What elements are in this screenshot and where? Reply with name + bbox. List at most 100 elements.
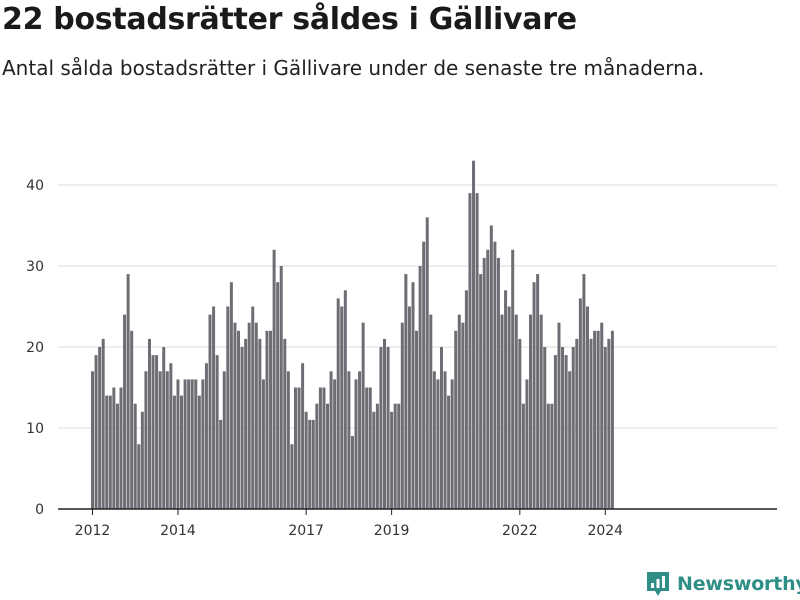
bar [354, 379, 358, 509]
bar [518, 338, 522, 509]
bar [258, 338, 262, 509]
bar [489, 225, 493, 509]
bar [407, 306, 411, 509]
bar [358, 371, 362, 509]
bar [237, 330, 241, 509]
bar [600, 322, 604, 509]
bar [585, 306, 589, 509]
bar [169, 363, 173, 509]
bar [529, 314, 533, 509]
x-tick-label: 2012 [75, 523, 111, 539]
bar [472, 160, 476, 509]
bar [98, 347, 102, 509]
bar [140, 411, 144, 509]
bar [383, 338, 387, 509]
bar [247, 322, 251, 509]
bar [94, 355, 98, 509]
bar [411, 282, 415, 509]
bar [244, 338, 248, 509]
bar [553, 355, 557, 509]
bar [507, 306, 511, 509]
bar [162, 347, 166, 509]
bar [301, 363, 305, 509]
bar [165, 371, 169, 509]
bar [290, 444, 294, 509]
bar [386, 347, 390, 509]
bar [415, 330, 419, 509]
bar [190, 379, 194, 509]
bar [158, 371, 162, 509]
bar [251, 306, 255, 509]
bar [393, 403, 397, 509]
bar [443, 371, 447, 509]
bar [212, 306, 216, 509]
bar [464, 290, 468, 509]
bar [318, 387, 322, 509]
bar [390, 411, 394, 509]
bar [603, 347, 607, 509]
bar [240, 347, 244, 509]
bars [91, 160, 614, 510]
bar [582, 274, 586, 509]
bar [493, 241, 497, 509]
x-tick-label: 2017 [288, 523, 324, 539]
last-value-label: 22 [605, 0, 627, 5]
bar [568, 371, 572, 509]
bar [133, 403, 137, 509]
bar [308, 419, 312, 509]
bar [265, 330, 269, 509]
bar [610, 330, 614, 509]
bar [500, 314, 504, 509]
bar [155, 355, 159, 509]
brand-name: Newsworthy [677, 573, 800, 595]
bar [176, 379, 180, 509]
y-tick-label: 30 [26, 259, 44, 275]
bar [315, 403, 319, 509]
bar [222, 371, 226, 509]
y-tick-label: 0 [35, 502, 44, 518]
bar [511, 249, 515, 510]
bar [180, 395, 184, 509]
bar [208, 314, 212, 509]
bar [593, 330, 597, 509]
bar [215, 355, 219, 509]
bar [326, 403, 330, 509]
bar [283, 338, 287, 509]
bar [486, 249, 490, 510]
bar [482, 257, 486, 509]
bar [123, 314, 127, 509]
bar [439, 347, 443, 509]
bar [496, 257, 500, 509]
bar [286, 371, 290, 509]
bar [375, 403, 379, 509]
bar [311, 419, 315, 509]
bar [368, 387, 372, 509]
bar [468, 193, 472, 509]
bar [521, 403, 525, 509]
bar [596, 330, 600, 509]
bar [557, 322, 561, 509]
y-axis-ticks: 0 10 20 30 40 [26, 178, 44, 518]
bar [340, 306, 344, 509]
bar [151, 355, 155, 509]
bar [607, 338, 611, 509]
bar [197, 395, 201, 509]
bar [183, 379, 187, 509]
bar [137, 444, 141, 509]
bar [397, 403, 401, 509]
bar [550, 403, 554, 509]
bar [429, 314, 433, 509]
newsworthy-brand[interactable]: Newsworthy [645, 570, 800, 598]
bar [379, 347, 383, 509]
bar [194, 379, 198, 509]
bar [461, 322, 465, 509]
bar [457, 314, 461, 509]
bar [418, 266, 422, 509]
bar [261, 379, 265, 509]
bar [400, 322, 404, 509]
bar [564, 355, 568, 509]
bar [539, 314, 543, 509]
bar [201, 379, 205, 509]
bar [404, 274, 408, 509]
bar [532, 282, 536, 509]
